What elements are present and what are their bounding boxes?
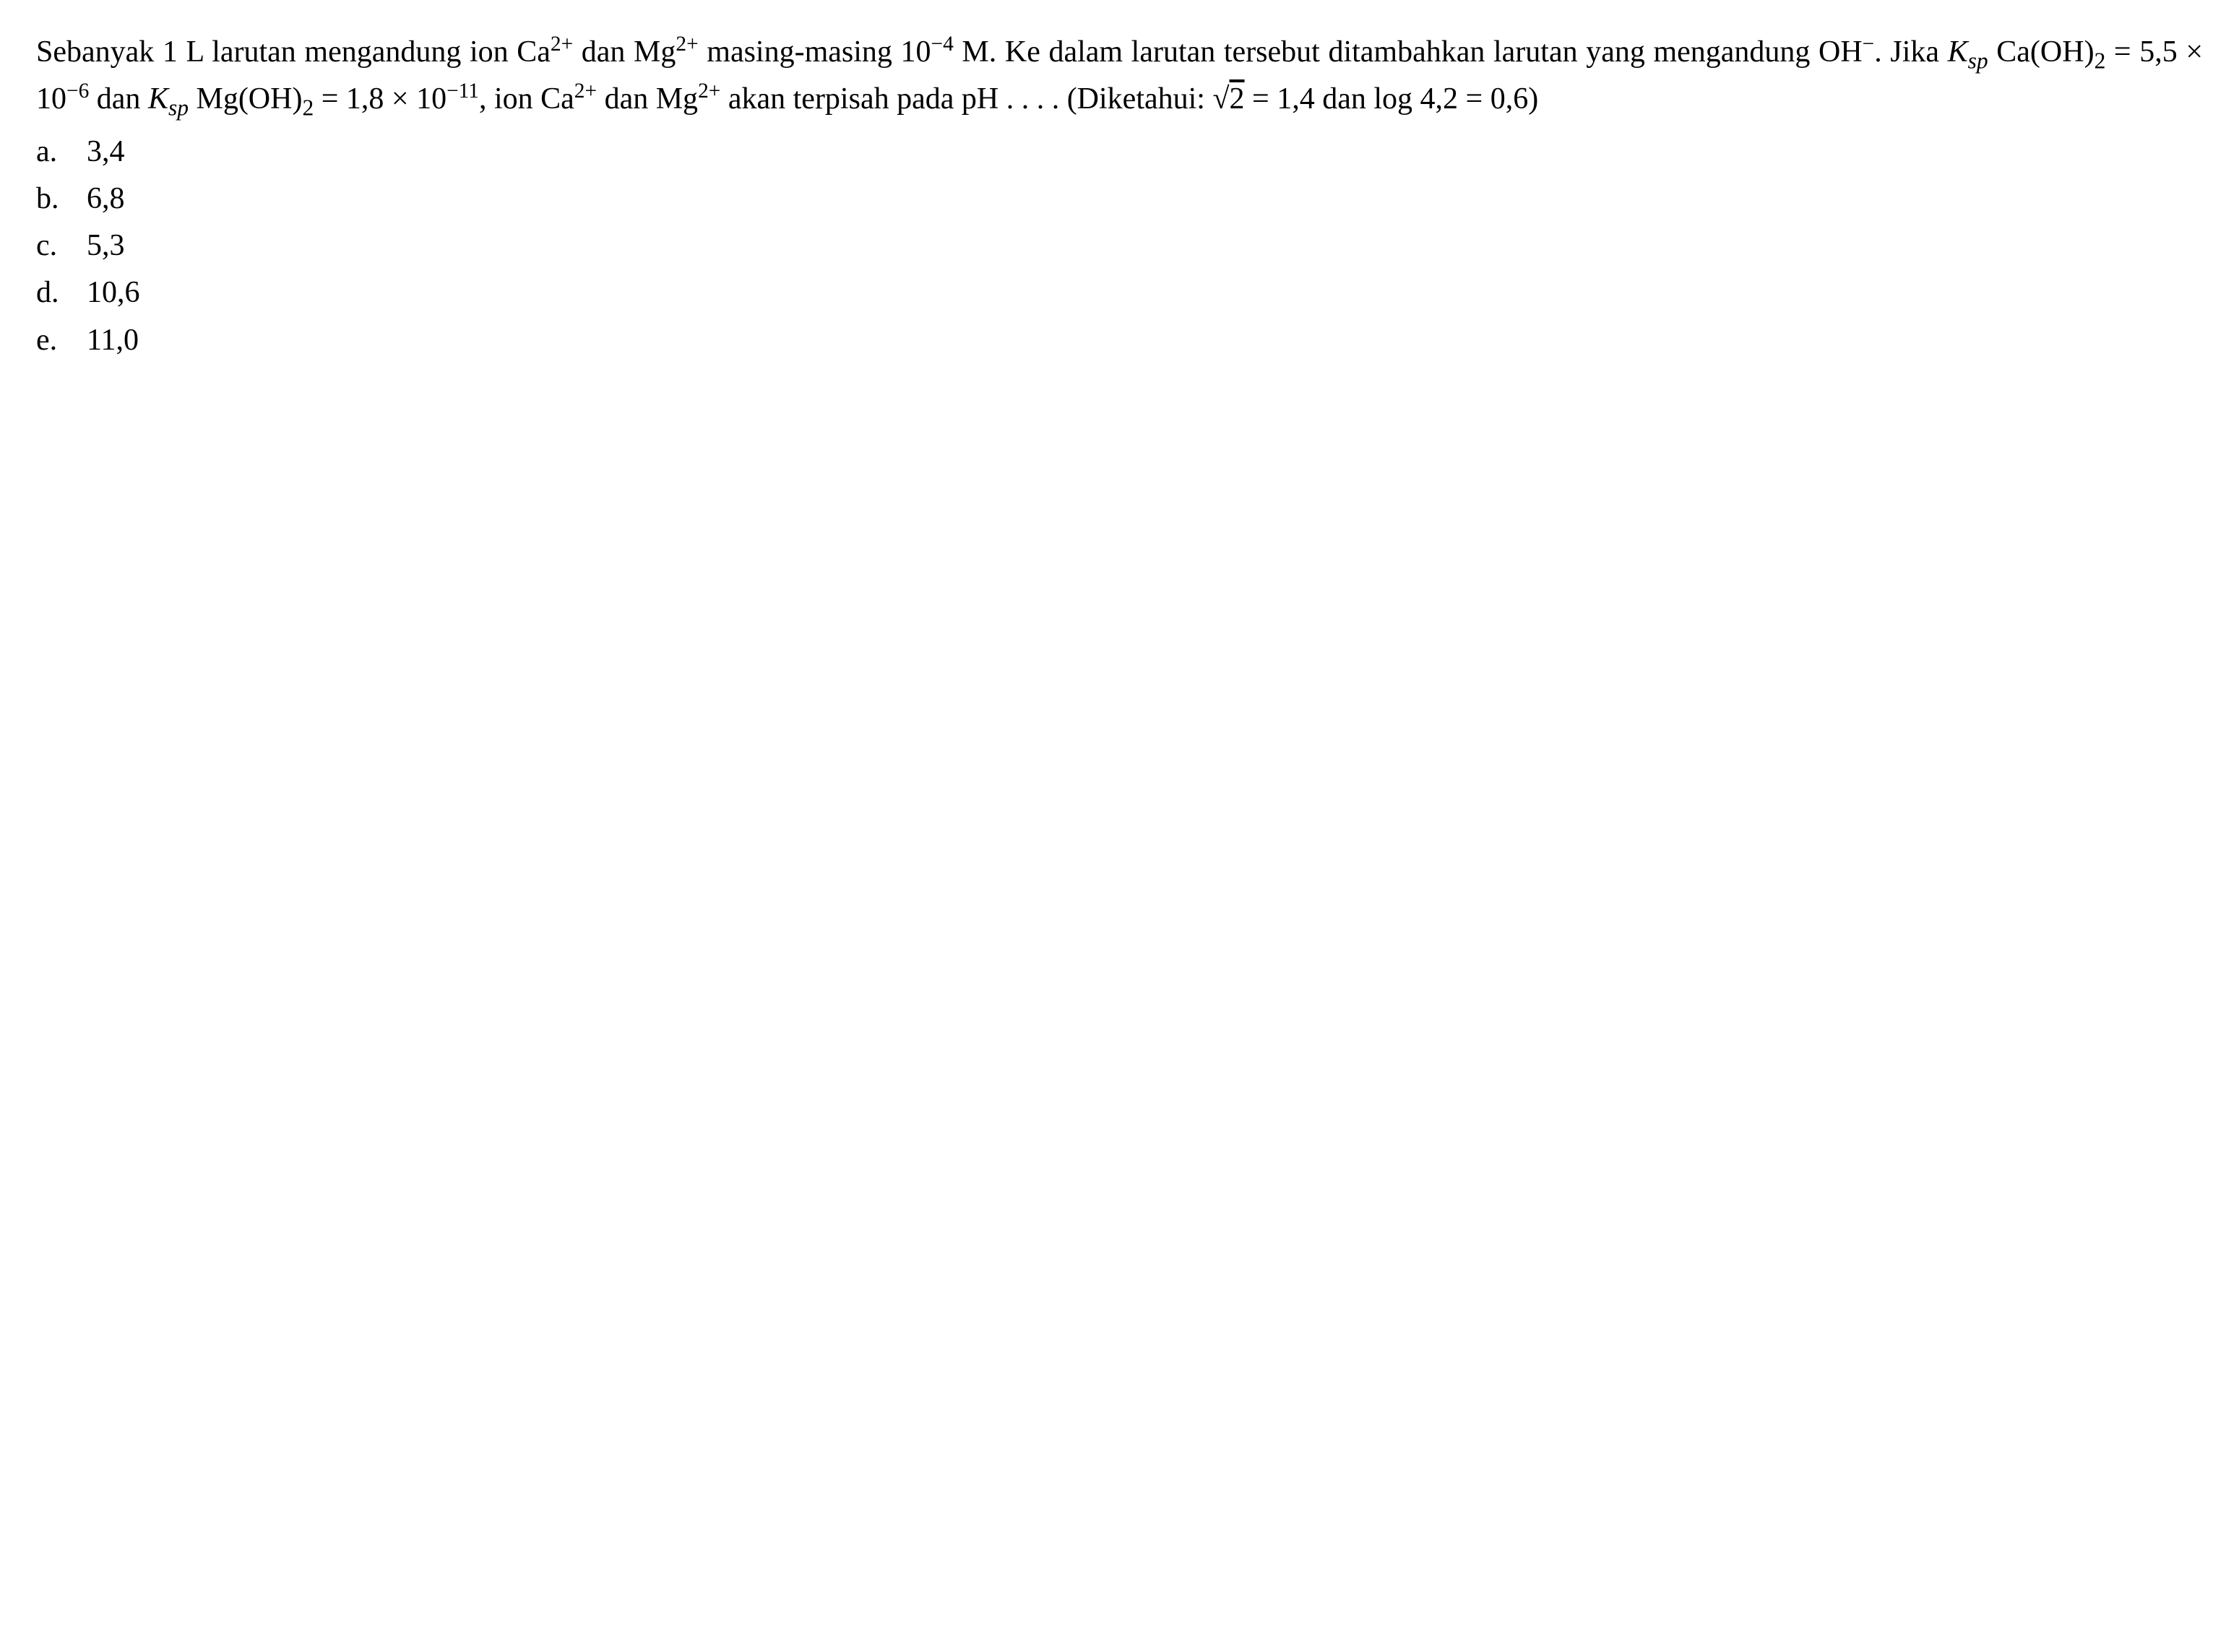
option-e: e. 11,0 — [36, 317, 2203, 364]
text-segment: Sebanyak 1 L larutan mengandung ion Ca — [36, 35, 551, 69]
subscript-two: 2 — [302, 95, 314, 120]
exp-sup: −6 — [66, 79, 89, 103]
option-value: 3,4 — [87, 129, 2203, 176]
text-segment: , ion Ca — [479, 82, 574, 116]
exp-sup: −11 — [446, 79, 479, 103]
ksp-symbol: Ksp — [148, 82, 189, 116]
oh-charge-sup: − — [1863, 33, 1875, 56]
option-letter: a. — [36, 129, 87, 176]
option-value: 10,6 — [87, 269, 2203, 316]
ca-charge-sup: 2+ — [551, 33, 573, 56]
option-letter: d. — [36, 269, 87, 316]
option-letter: b. — [36, 176, 87, 222]
text-segment: dan Mg — [597, 82, 698, 116]
mg-charge-sup: 2+ — [676, 33, 698, 56]
option-letter: c. — [36, 222, 87, 269]
option-d: d. 10,6 — [36, 269, 2203, 316]
sqrt-expression: √2 — [1212, 82, 1244, 116]
text-segment: . Jika — [1874, 35, 1947, 69]
exp-sup: −4 — [931, 33, 954, 56]
option-value: 6,8 — [87, 176, 2203, 222]
option-c: c. 5,3 — [36, 222, 2203, 269]
text-segment: akan terpisah pada pH . . . . (Diketahui… — [720, 82, 1212, 116]
option-value: 5,3 — [87, 222, 2203, 269]
option-a: a. 3,4 — [36, 129, 2203, 176]
ca-charge-sup: 2+ — [574, 79, 597, 103]
text-segment: masing-masing 10 — [699, 35, 931, 69]
text-segment: dan Mg — [573, 35, 676, 69]
options-list: a. 3,4 b. 6,8 c. 5,3 d. 10,6 e. 11,0 — [36, 129, 2203, 363]
text-segment: dan — [89, 82, 148, 116]
mg-charge-sup: 2+ — [698, 79, 720, 103]
text-segment: Ca(OH) — [1988, 35, 2095, 69]
text-segment: = 1,8 × 10 — [314, 82, 446, 116]
text-segment: M. Ke dalam larutan tersebut ditambahkan… — [954, 35, 1863, 69]
text-segment: Mg(OH) — [189, 82, 302, 116]
subscript-two: 2 — [2095, 48, 2106, 73]
text-segment: = 1,4 dan log 4,2 = 0,6) — [1245, 82, 1539, 116]
ksp-symbol: Ksp — [1948, 35, 1988, 69]
question-body: Sebanyak 1 L larutan mengandung ion Ca2+… — [36, 29, 2203, 123]
option-b: b. 6,8 — [36, 176, 2203, 222]
option-letter: e. — [36, 317, 87, 364]
option-value: 11,0 — [87, 317, 2203, 364]
